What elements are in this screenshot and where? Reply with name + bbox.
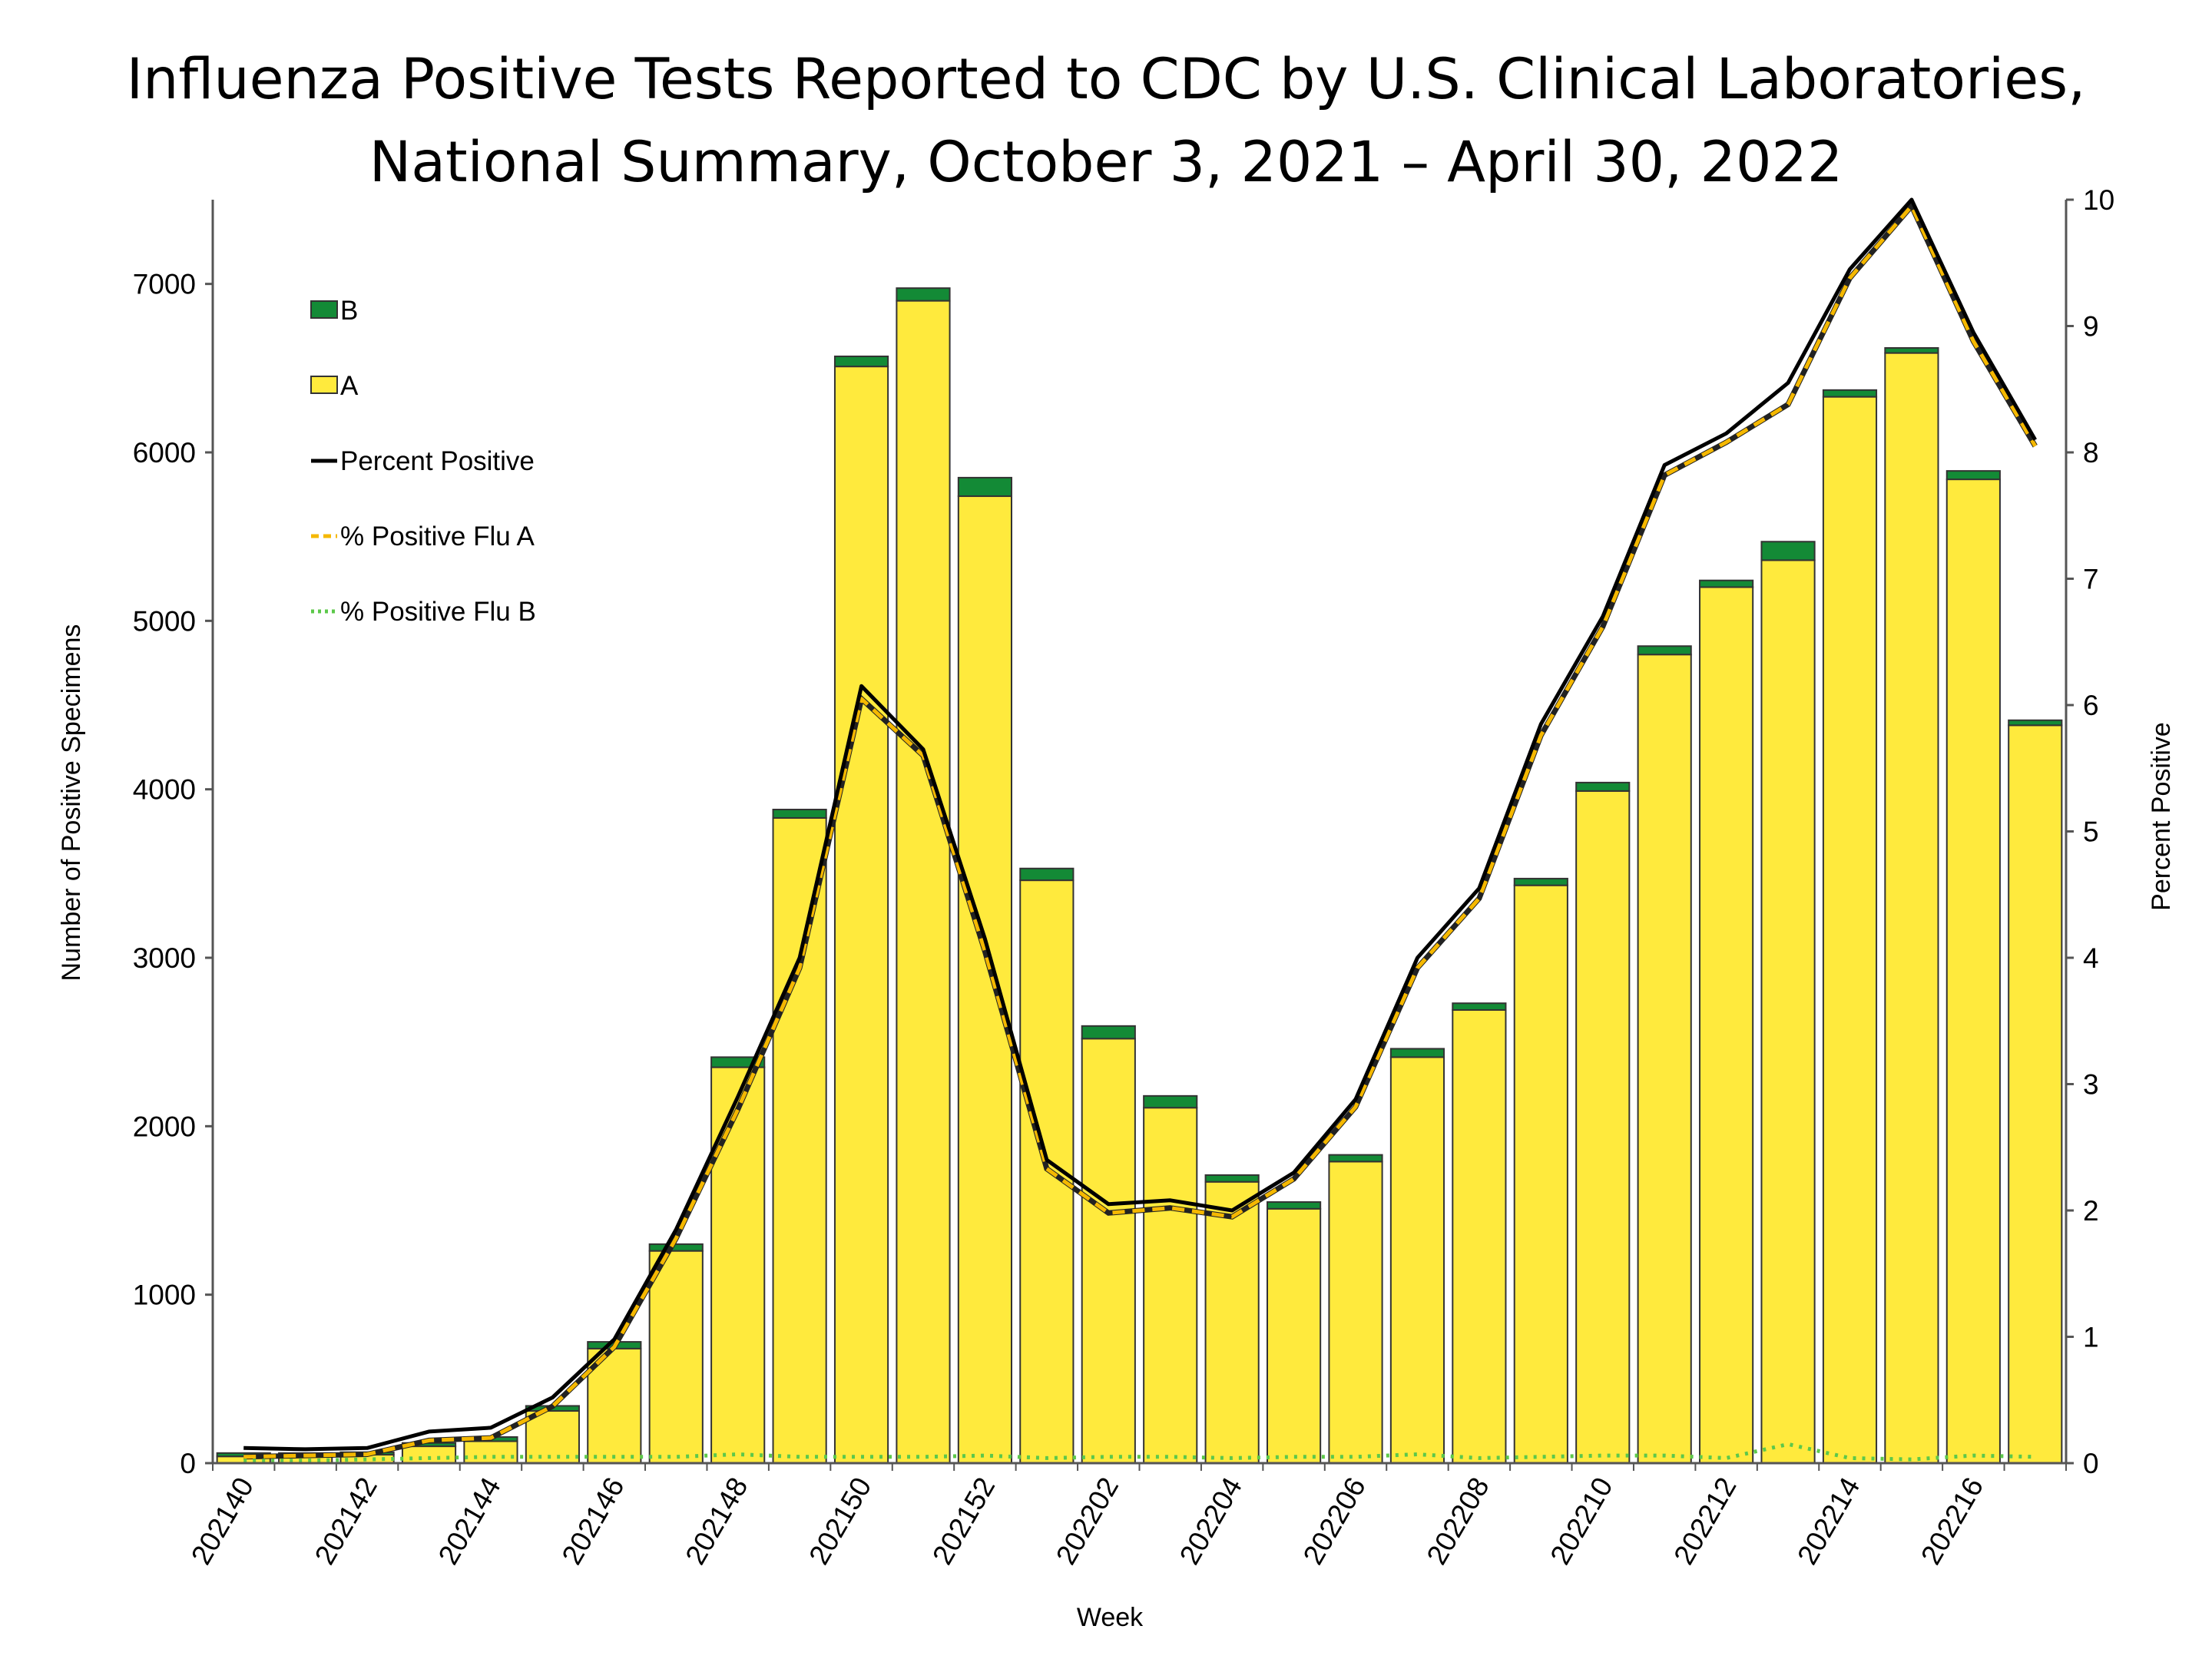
bar-b-202202	[1081, 1025, 1136, 1040]
y2-tick-label: 8	[2083, 437, 2099, 469]
legend-label: Percent Positive	[340, 446, 535, 476]
y-tick-label: 2000	[133, 1111, 196, 1142]
bar-a-202151	[896, 300, 951, 1465]
x-tick-label: 202202	[1050, 1472, 1124, 1570]
bar-b-202208	[1452, 1002, 1507, 1011]
x-tick-label: 202148	[679, 1472, 753, 1570]
bar-a-202216	[1945, 478, 2001, 1464]
y2-tick-label: 4	[2083, 942, 2099, 974]
legend-label: % Positive Flu A	[340, 522, 535, 551]
x-tick-label: 202208	[1421, 1472, 1495, 1570]
bar-b-202152	[957, 476, 1013, 498]
x-tick-label: 202144	[432, 1472, 507, 1570]
bar-b-202206	[1328, 1154, 1383, 1163]
bar-a-202147	[648, 1250, 704, 1464]
bar-b-202205	[1266, 1201, 1322, 1210]
y-tick-label: 7000	[133, 269, 196, 300]
bar-a-202210	[1575, 790, 1631, 1464]
bar-a-202152	[957, 495, 1013, 1465]
bar-a-202207	[1389, 1056, 1445, 1464]
bar-b-202147	[648, 1243, 704, 1252]
y-tick-label: 0	[180, 1448, 196, 1479]
y2-tick-label: 7	[2083, 564, 2099, 595]
bar-a-202148	[710, 1066, 766, 1464]
y-tick-label: 5000	[133, 605, 196, 637]
bar-a-202209	[1513, 884, 1568, 1464]
legend-swatch-a	[310, 376, 338, 394]
bar-a-202214	[1822, 396, 1878, 1464]
bar-b-202211	[1637, 645, 1692, 656]
bar-b-202207	[1389, 1048, 1445, 1058]
x-tick-label: 202212	[1667, 1472, 1742, 1570]
bar-a-202208	[1452, 1008, 1507, 1464]
chart-title-line-2: National Summary, October 3, 2021 – Apri…	[369, 130, 1843, 195]
bar-a-202206	[1328, 1161, 1383, 1464]
line-positive-flu-a	[243, 204, 2037, 1459]
x-tick-label: 202150	[803, 1472, 877, 1570]
bar-a-202217	[2008, 724, 2063, 1464]
bar-a-202204	[1204, 1181, 1260, 1465]
y-axis-label: Number of Positive Specimens	[57, 624, 86, 982]
y2-tick-label: 10	[2083, 184, 2114, 216]
y-tick-label: 6000	[133, 437, 196, 469]
lines-layer	[243, 197, 2038, 1463]
line-positive-flu-b	[243, 1442, 2035, 1463]
x-tick-label: 202140	[185, 1472, 260, 1570]
bar-a-202144	[463, 1440, 518, 1465]
bar-b-202210	[1575, 781, 1631, 792]
y2-tick-label: 2	[2083, 1195, 2099, 1227]
line-percent-positive	[243, 197, 2037, 1452]
x-tick-label: 202216	[1915, 1472, 1989, 1570]
bar-a-202213	[1760, 559, 1816, 1465]
legend-label: A	[340, 371, 359, 401]
y2-tick-label: 3	[2083, 1069, 2099, 1101]
bar-b-202213	[1760, 541, 1816, 561]
bar-a-202150	[833, 366, 889, 1464]
legend-label: % Positive Flu B	[340, 597, 536, 627]
legend: B A Percent Positive % Positive Flu A % Posi…	[310, 296, 536, 627]
bar-a-202212	[1699, 586, 1754, 1464]
legend-swatch-b	[310, 300, 338, 319]
bar-b-202151	[896, 287, 951, 302]
y2-tick-label: 6	[2083, 690, 2099, 721]
x-tick-label: 202214	[1791, 1472, 1866, 1570]
y-tick-label: 1000	[133, 1280, 196, 1311]
x-tick-label: 202204	[1174, 1472, 1248, 1570]
bar-a-202205	[1266, 1207, 1322, 1464]
x-axis-label: Week	[1077, 1603, 1144, 1632]
y2-tick-label: 1	[2083, 1322, 2099, 1353]
bar-a-202203	[1143, 1107, 1198, 1464]
y-tick-label: 3000	[133, 942, 196, 974]
chart-title-line-1: Influenza Positive Tests Reported to CDC…	[127, 47, 2086, 112]
bar-b-202216	[1945, 470, 2001, 481]
bar-a-202202	[1081, 1038, 1136, 1464]
bar-b-202212	[1699, 579, 1754, 588]
y2-tick-label: 9	[2083, 311, 2099, 343]
x-tick-label: 202210	[1544, 1472, 1618, 1570]
bar-b-202201	[1019, 867, 1075, 882]
bar-b-202209	[1513, 877, 1568, 886]
bar-b-202214	[1822, 389, 1878, 398]
bar-a-202143	[401, 1445, 457, 1464]
bar-a-202149	[772, 816, 827, 1465]
x-tick-label: 202206	[1297, 1472, 1372, 1570]
bar-b-202215	[1884, 347, 1939, 354]
x-tick-label: 202146	[556, 1472, 631, 1570]
y2-axis-label: Percent Positive	[2147, 722, 2176, 911]
bar-a-202211	[1637, 654, 1692, 1465]
bar-b-202203	[1143, 1094, 1198, 1109]
x-tick-label: 202152	[926, 1472, 1001, 1570]
bar-b-202150	[833, 355, 889, 368]
bar-b-202204	[1204, 1174, 1260, 1183]
bar-a-202215	[1884, 352, 1939, 1464]
x-tick-label: 202142	[309, 1472, 383, 1570]
y2-tick-label: 0	[2083, 1448, 2099, 1479]
legend-label: B	[340, 296, 358, 326]
bar-b-202149	[772, 808, 827, 819]
y-tick-label: 4000	[133, 774, 196, 806]
bar-b-202217	[2008, 719, 2063, 727]
y2-tick-label: 5	[2083, 816, 2099, 848]
